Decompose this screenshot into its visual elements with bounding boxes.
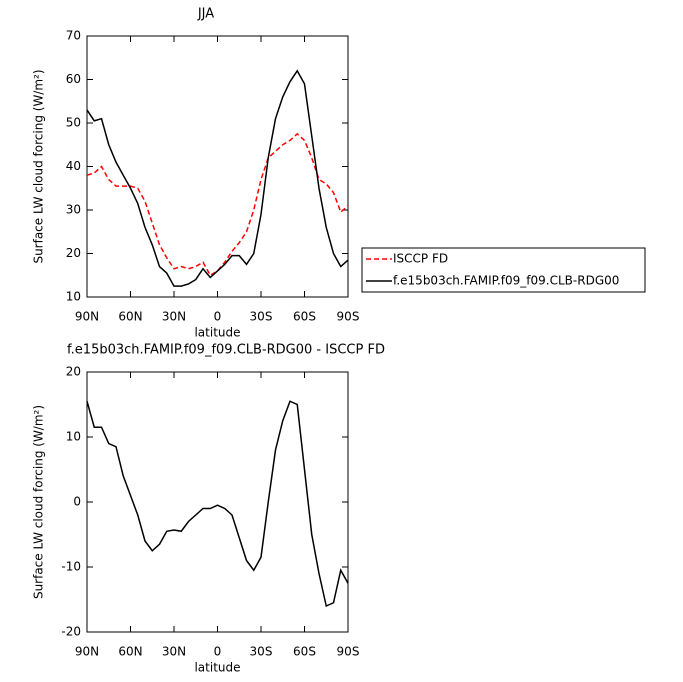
data-line bbox=[86, 69, 349, 287]
y-tick-label: 10 bbox=[66, 290, 81, 304]
x-tick-label: 90S bbox=[337, 310, 360, 324]
x-tick-label: 30S bbox=[250, 645, 273, 659]
y-tick-label: 20 bbox=[66, 246, 81, 260]
y-tick-label: 10 bbox=[66, 430, 81, 444]
x-tick-label: 30N bbox=[162, 310, 186, 324]
x-tick-label: 60N bbox=[118, 645, 142, 659]
x-tick-label: 0 bbox=[214, 310, 222, 324]
y-tick-label: -10 bbox=[61, 560, 81, 574]
y-tick-label: 0 bbox=[73, 495, 81, 509]
x-tick-label: 90N bbox=[75, 645, 99, 659]
y-tick-label: 40 bbox=[66, 159, 81, 173]
x-tick-label: 90S bbox=[337, 645, 360, 659]
x-tick-label: 30N bbox=[162, 645, 186, 659]
chart-title: JJA bbox=[197, 7, 214, 22]
x-axis-label: latitude bbox=[194, 661, 240, 675]
plot-frame bbox=[86, 35, 349, 298]
x-tick-label: 0 bbox=[214, 645, 222, 659]
y-tick-label: 20 bbox=[66, 365, 81, 379]
chart-title: f.e15b03ch.FAMIP.f09_f09.CLB-RDG00 - ISC… bbox=[67, 343, 385, 358]
data-line bbox=[86, 400, 349, 608]
x-tick-label: 90N bbox=[75, 310, 99, 324]
x-axis-label: latitude bbox=[194, 326, 240, 340]
y-tick-label: 60 bbox=[66, 72, 81, 86]
y-tick-label: 30 bbox=[66, 203, 81, 217]
x-tick-label: 60N bbox=[118, 310, 142, 324]
legend-label: f.e15b03ch.FAMIP.f09_f09.CLB-RDG00 bbox=[393, 274, 619, 288]
y-tick-label: 70 bbox=[66, 29, 81, 43]
legend-box bbox=[361, 247, 646, 293]
x-tick-label: 60S bbox=[293, 310, 316, 324]
data-line bbox=[86, 132, 349, 277]
legend-label: ISCCP FD bbox=[393, 252, 448, 266]
y-axis-label: Surface LW cloud forcing (W/m²) bbox=[32, 69, 46, 263]
x-tick-label: 60S bbox=[293, 645, 316, 659]
y-tick-label: -20 bbox=[61, 625, 81, 639]
y-axis-label: Surface LW cloud forcing (W/m²) bbox=[32, 405, 46, 599]
x-tick-label: 30S bbox=[250, 310, 273, 324]
y-tick-label: 50 bbox=[66, 116, 81, 130]
